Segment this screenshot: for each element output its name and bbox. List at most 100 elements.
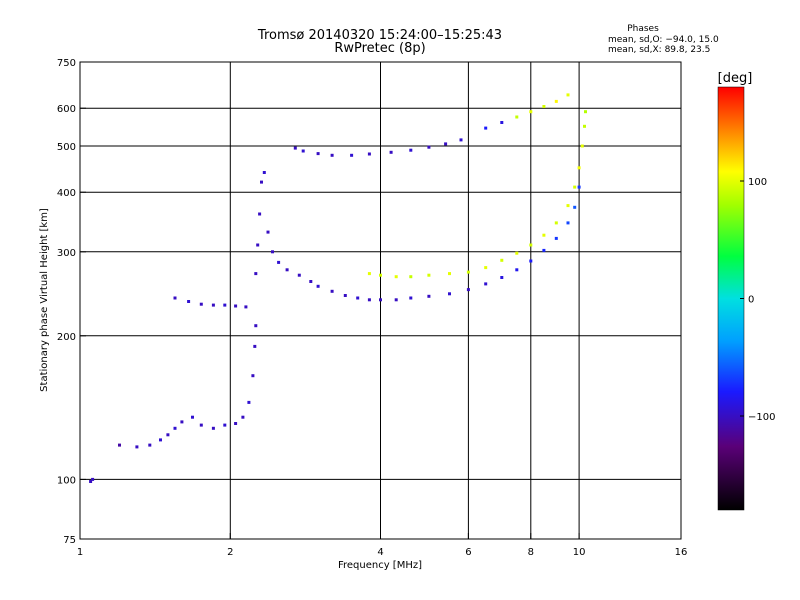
data-point-o_mode_E_cusp [254, 272, 258, 276]
data-point-upper_outlier_trace [566, 93, 570, 97]
data-point-o_mode_E_cusp [573, 205, 577, 209]
data-point-x_mode [584, 110, 587, 114]
data-point-o_mode_E_cusp [554, 236, 558, 240]
y-tick-label: 500 [57, 142, 76, 153]
data-point-upper_F_trace [409, 148, 413, 152]
data-point-x_mode [515, 251, 519, 255]
data-point-o_mode_E_cusp [500, 276, 504, 279]
colorbar-tick-label: 0 [748, 295, 754, 306]
data-point-o_mode_E_cusp [271, 250, 274, 254]
data-point-x_mode [500, 258, 504, 262]
data-point-o_mode_low_upper [211, 303, 215, 307]
data-point-o_mode_E_cusp [343, 294, 347, 297]
data-point-o_mode_E_cusp [356, 296, 360, 300]
data-point-x_mode [379, 273, 382, 277]
y-tick-label: 200 [57, 332, 76, 343]
x-tick-label: 1 [77, 547, 83, 558]
data-point-o_mode_E_cusp [262, 171, 266, 174]
data-point-o_mode_low_upper [234, 304, 238, 308]
data-point-o_mode_low [166, 433, 170, 437]
data-point-x_mode [566, 204, 570, 208]
y-tick-label: 400 [57, 188, 76, 199]
data-point-o_mode_E_cusp [316, 284, 320, 288]
stats-heading: Phases [627, 24, 659, 34]
colorbar-tick-label: 100 [748, 177, 767, 188]
y-tick-label: 750 [57, 58, 76, 69]
data-point-o_mode_low [173, 426, 177, 430]
data-point-upper_F_trace [293, 146, 297, 150]
data-point-o_mode_low [241, 415, 245, 419]
data-point-o_mode_low [135, 445, 139, 449]
data-point-x_mode [484, 266, 488, 270]
data-point-upper_F_trace [444, 142, 448, 146]
data-point-o_mode_low [234, 422, 238, 425]
colorbar-tick-label: −100 [748, 412, 775, 423]
data-point-upper_outlier_trace [542, 105, 546, 108]
data-point-o_mode_E_cusp [277, 260, 281, 264]
data-point-upper_outlier_trace [554, 99, 558, 103]
data-point-upper_outlier_trace [515, 115, 519, 119]
data-point-x_mode [394, 275, 398, 279]
chart-subtitle: RwPretec (8p) [334, 41, 425, 56]
colorbar-ticks: 100 0 −100 [740, 177, 775, 423]
y-axis-label: Stationary phase Virtual Height [km] [39, 208, 50, 392]
x-tick-label: 6 [465, 547, 471, 558]
data-point-o_mode_low [148, 443, 152, 447]
data-point-o_mode_low_upper [223, 303, 227, 307]
data-point-o_mode_low [159, 438, 162, 442]
data-point-upper_F_trace [316, 152, 320, 156]
data-point-upper_F_trace [301, 149, 305, 153]
data-point-x_mode [583, 124, 586, 128]
x-axis-label: Frequency [MHz] [338, 560, 422, 571]
data-point-x_mode [577, 166, 581, 170]
y-tick-label: 75 [63, 535, 76, 546]
data-point-upper_outlier_trace [484, 126, 488, 130]
data-point-x_mode [580, 144, 584, 148]
data-point-o_mode_E_cusp [409, 296, 413, 300]
x-tick-label: 4 [377, 547, 383, 558]
data-point-x_mode [529, 243, 533, 247]
data-point-o_mode_low [254, 324, 258, 328]
data-point-x_mode [427, 273, 431, 277]
stats-line-o: mean, sd,O: −94.0, 15.0 [608, 35, 719, 45]
data-point-x_mode [573, 185, 577, 189]
x-tick-label: 8 [528, 547, 534, 558]
data-point-upper_F_trace [389, 150, 393, 154]
data-point-o_mode_low [223, 423, 227, 427]
x-tick-label: 10 [573, 547, 586, 558]
data-point-o_mode_E_cusp [379, 298, 382, 302]
data-point-o_mode_low_upper [199, 302, 203, 306]
data-point-upper_F_trace [330, 153, 334, 157]
data-point-upper_outlier_trace [529, 110, 533, 114]
colorbar-label: [deg] [718, 71, 753, 86]
data-point-o_mode_low [118, 443, 121, 447]
y-tick-label: 100 [57, 475, 76, 486]
data-point-o_mode_E_cusp [515, 268, 519, 272]
data-point-o_mode_low_upper [187, 300, 191, 303]
data-point-o_mode_E_cusp [367, 298, 371, 302]
grid-lines [80, 62, 681, 539]
data-point-o_mode_low_upper [244, 305, 248, 309]
data-point-x_mode [542, 233, 546, 237]
data-point-o_mode_low [253, 344, 257, 348]
data-point-o_mode_E_cusp [394, 298, 398, 302]
x-axis: 1 2 4 6 8 10 16 [77, 533, 687, 558]
data-point-o_mode_low [199, 423, 203, 427]
data-point-upper_F_trace [459, 138, 463, 142]
chart-title: Tromsø 20140320 15:24:00–15:25:43 [257, 28, 502, 43]
data-point-x_mode [367, 272, 371, 276]
data-point-o_mode_E_cusp [466, 288, 470, 292]
data-point-o_mode_low [180, 420, 184, 424]
data-point-o_mode_E_cusp [448, 292, 451, 296]
data-point-o_mode_low [191, 415, 194, 419]
data-point-o_mode_E_cusp [309, 280, 313, 283]
data-point-x_mode [554, 221, 558, 225]
data-point-upper_F_trace [427, 145, 431, 149]
data-point-o_mode_E_cusp [258, 212, 262, 216]
data-point-o_mode_low [251, 374, 255, 378]
y-axis: 75 100 200 300 400 500 600 750 [57, 58, 86, 546]
data-point-o_mode_low [247, 400, 251, 404]
data-point-o_mode_low [211, 426, 215, 430]
data-point-o_mode_E_cusp [330, 289, 334, 293]
